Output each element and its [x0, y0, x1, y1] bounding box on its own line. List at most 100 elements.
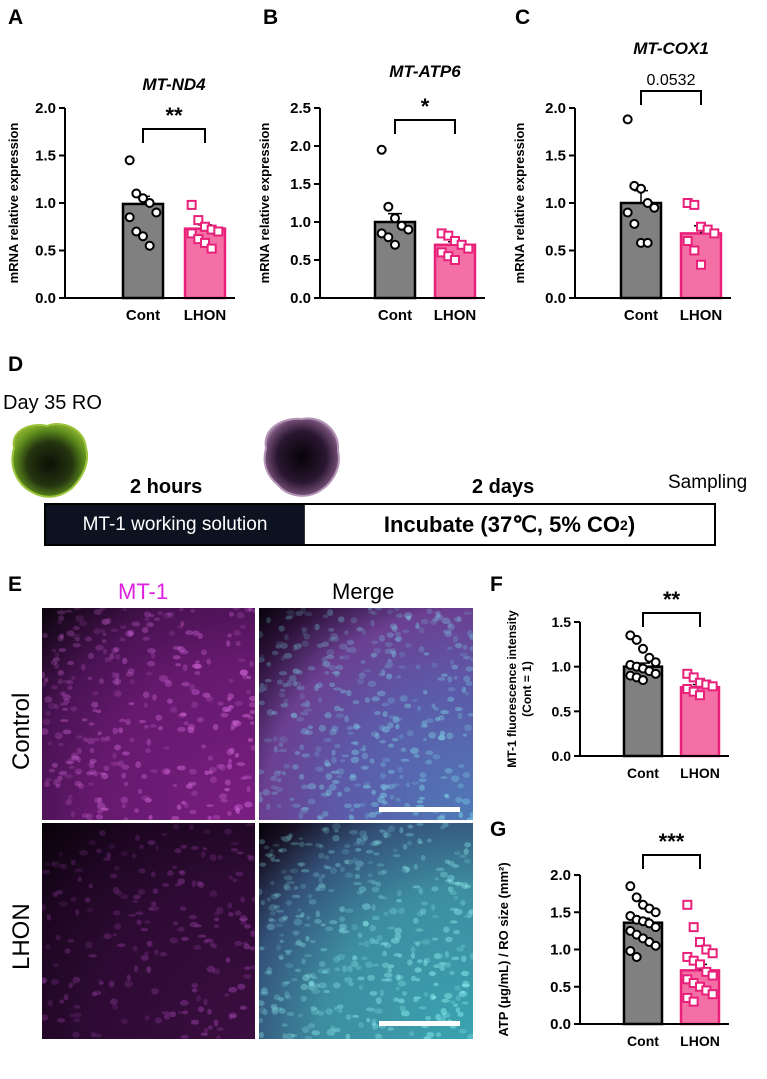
cell-nucleus [470, 657, 473, 662]
cell-nucleus [235, 871, 244, 877]
cell-nucleus [331, 779, 340, 785]
y-axis-label: mRNA relative expression [6, 123, 21, 284]
cell-nucleus [432, 754, 441, 760]
cell-nucleus [97, 731, 102, 736]
cell-nucleus [277, 848, 283, 853]
cell-nucleus [380, 978, 390, 982]
cell-nucleus [154, 844, 159, 851]
cell-nucleus [352, 700, 360, 705]
significance-bracket [142, 128, 206, 143]
cell-nucleus [103, 765, 110, 772]
cell-nucleus [236, 611, 245, 619]
cell-nucleus [439, 730, 446, 737]
cell-nucleus [270, 1006, 277, 1011]
cell-nucleus [307, 725, 314, 730]
cell-nucleus [238, 917, 248, 922]
cell-nucleus [419, 784, 425, 792]
cell-nucleus [333, 670, 340, 677]
cell-nucleus [351, 749, 360, 756]
cell-nucleus [73, 1017, 80, 1023]
cell-nucleus [444, 632, 453, 637]
cell-nucleus [347, 731, 355, 735]
cell-nucleus [444, 859, 451, 864]
cell-nucleus [344, 859, 354, 865]
cell-nucleus [51, 648, 57, 653]
cell-nucleus [455, 1007, 461, 1013]
cell-nucleus [284, 981, 291, 985]
cell-nucleus [285, 994, 292, 1000]
cell-nucleus [384, 648, 393, 655]
cell-nucleus [121, 803, 126, 809]
cell-nucleus [464, 858, 471, 864]
cell-nucleus [308, 982, 315, 987]
cell-nucleus [315, 746, 322, 753]
cell-nucleus [76, 771, 81, 775]
cell-nucleus [454, 642, 463, 649]
cell-nucleus [232, 878, 238, 883]
cell-nucleus [292, 679, 298, 687]
cell-nucleus [279, 642, 288, 649]
cell-nucleus [459, 1028, 467, 1034]
cell-nucleus [364, 697, 371, 703]
cell-nucleus [371, 915, 380, 921]
cell-nucleus [250, 744, 255, 751]
cell-nucleus [171, 815, 180, 820]
cell-nucleus [169, 1011, 177, 1018]
panel-label-g: G [490, 818, 507, 841]
cell-nucleus [395, 798, 401, 802]
cell-nucleus [425, 718, 435, 723]
cell-nucleus [250, 964, 255, 970]
cell-nucleus [357, 932, 363, 938]
cell-nucleus [169, 706, 178, 713]
cell-nucleus [191, 790, 198, 796]
cell-nucleus [354, 874, 361, 879]
cell-nucleus [161, 768, 171, 775]
cell-nucleus [361, 903, 371, 910]
cell-nucleus [400, 747, 407, 753]
cell-nucleus [464, 724, 472, 732]
cell-nucleus [129, 679, 135, 685]
cell-nucleus [291, 894, 301, 899]
cell-nucleus [415, 928, 424, 932]
cell-nucleus [67, 685, 73, 690]
cell-nucleus [278, 917, 287, 923]
cell-nucleus [63, 699, 70, 704]
cell-nucleus [379, 740, 387, 744]
cell-nucleus [394, 933, 402, 940]
cell-nucleus [377, 796, 385, 804]
cell-nucleus [328, 783, 337, 791]
cell-nucleus [271, 650, 279, 656]
cell-nucleus [389, 794, 395, 800]
cell-nucleus [327, 888, 335, 893]
data-point-cont [650, 940, 661, 951]
x-tick-label: LHON [680, 1033, 720, 1049]
data-point-lhon [707, 970, 718, 981]
cell-nucleus [321, 656, 328, 663]
cell-nucleus [278, 1007, 286, 1014]
cell-nucleus [59, 719, 69, 723]
cell-nucleus [369, 925, 376, 932]
cell-nucleus [437, 734, 445, 741]
cell-nucleus [52, 657, 61, 662]
data-point-cont [383, 201, 394, 212]
cell-nucleus [86, 813, 93, 820]
cell-nucleus [48, 702, 57, 709]
cell-nucleus [381, 962, 390, 969]
significance-label: * [421, 94, 430, 119]
cell-nucleus [250, 721, 255, 725]
cell-nucleus [464, 914, 472, 919]
data-point-lhon [186, 199, 197, 210]
cell-nucleus [339, 655, 344, 660]
cell-nucleus [112, 910, 121, 916]
cell-nucleus [403, 612, 413, 619]
cell-nucleus [143, 702, 148, 708]
cell-nucleus [391, 625, 398, 632]
cell-nucleus [242, 941, 249, 946]
cell-nucleus [311, 1030, 320, 1036]
cell-nucleus [228, 986, 238, 993]
cell-nucleus [315, 682, 323, 689]
cell-nucleus [204, 938, 214, 943]
cell-nucleus [341, 848, 350, 855]
cell-nucleus [224, 708, 232, 713]
significance-bracket [642, 854, 701, 869]
